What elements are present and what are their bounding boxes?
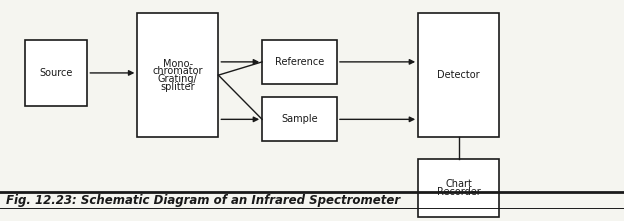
Text: Fig. 12.23: Schematic Diagram of an Infrared Spectrometer: Fig. 12.23: Schematic Diagram of an Infr… (6, 194, 401, 206)
Text: Reference: Reference (275, 57, 324, 67)
FancyBboxPatch shape (262, 40, 337, 84)
FancyBboxPatch shape (25, 40, 87, 106)
FancyBboxPatch shape (262, 97, 337, 141)
FancyBboxPatch shape (418, 13, 499, 137)
Text: Grating/: Grating/ (158, 74, 198, 84)
Text: Sample: Sample (281, 114, 318, 124)
FancyBboxPatch shape (418, 159, 499, 217)
Text: Mono-: Mono- (163, 59, 193, 69)
Text: chromator: chromator (153, 66, 203, 76)
Text: Detector: Detector (437, 70, 480, 80)
Text: Source: Source (39, 68, 73, 78)
FancyBboxPatch shape (137, 13, 218, 137)
Text: splitter: splitter (160, 82, 195, 92)
Text: Recorder: Recorder (437, 187, 480, 197)
Text: Chart: Chart (445, 179, 472, 189)
